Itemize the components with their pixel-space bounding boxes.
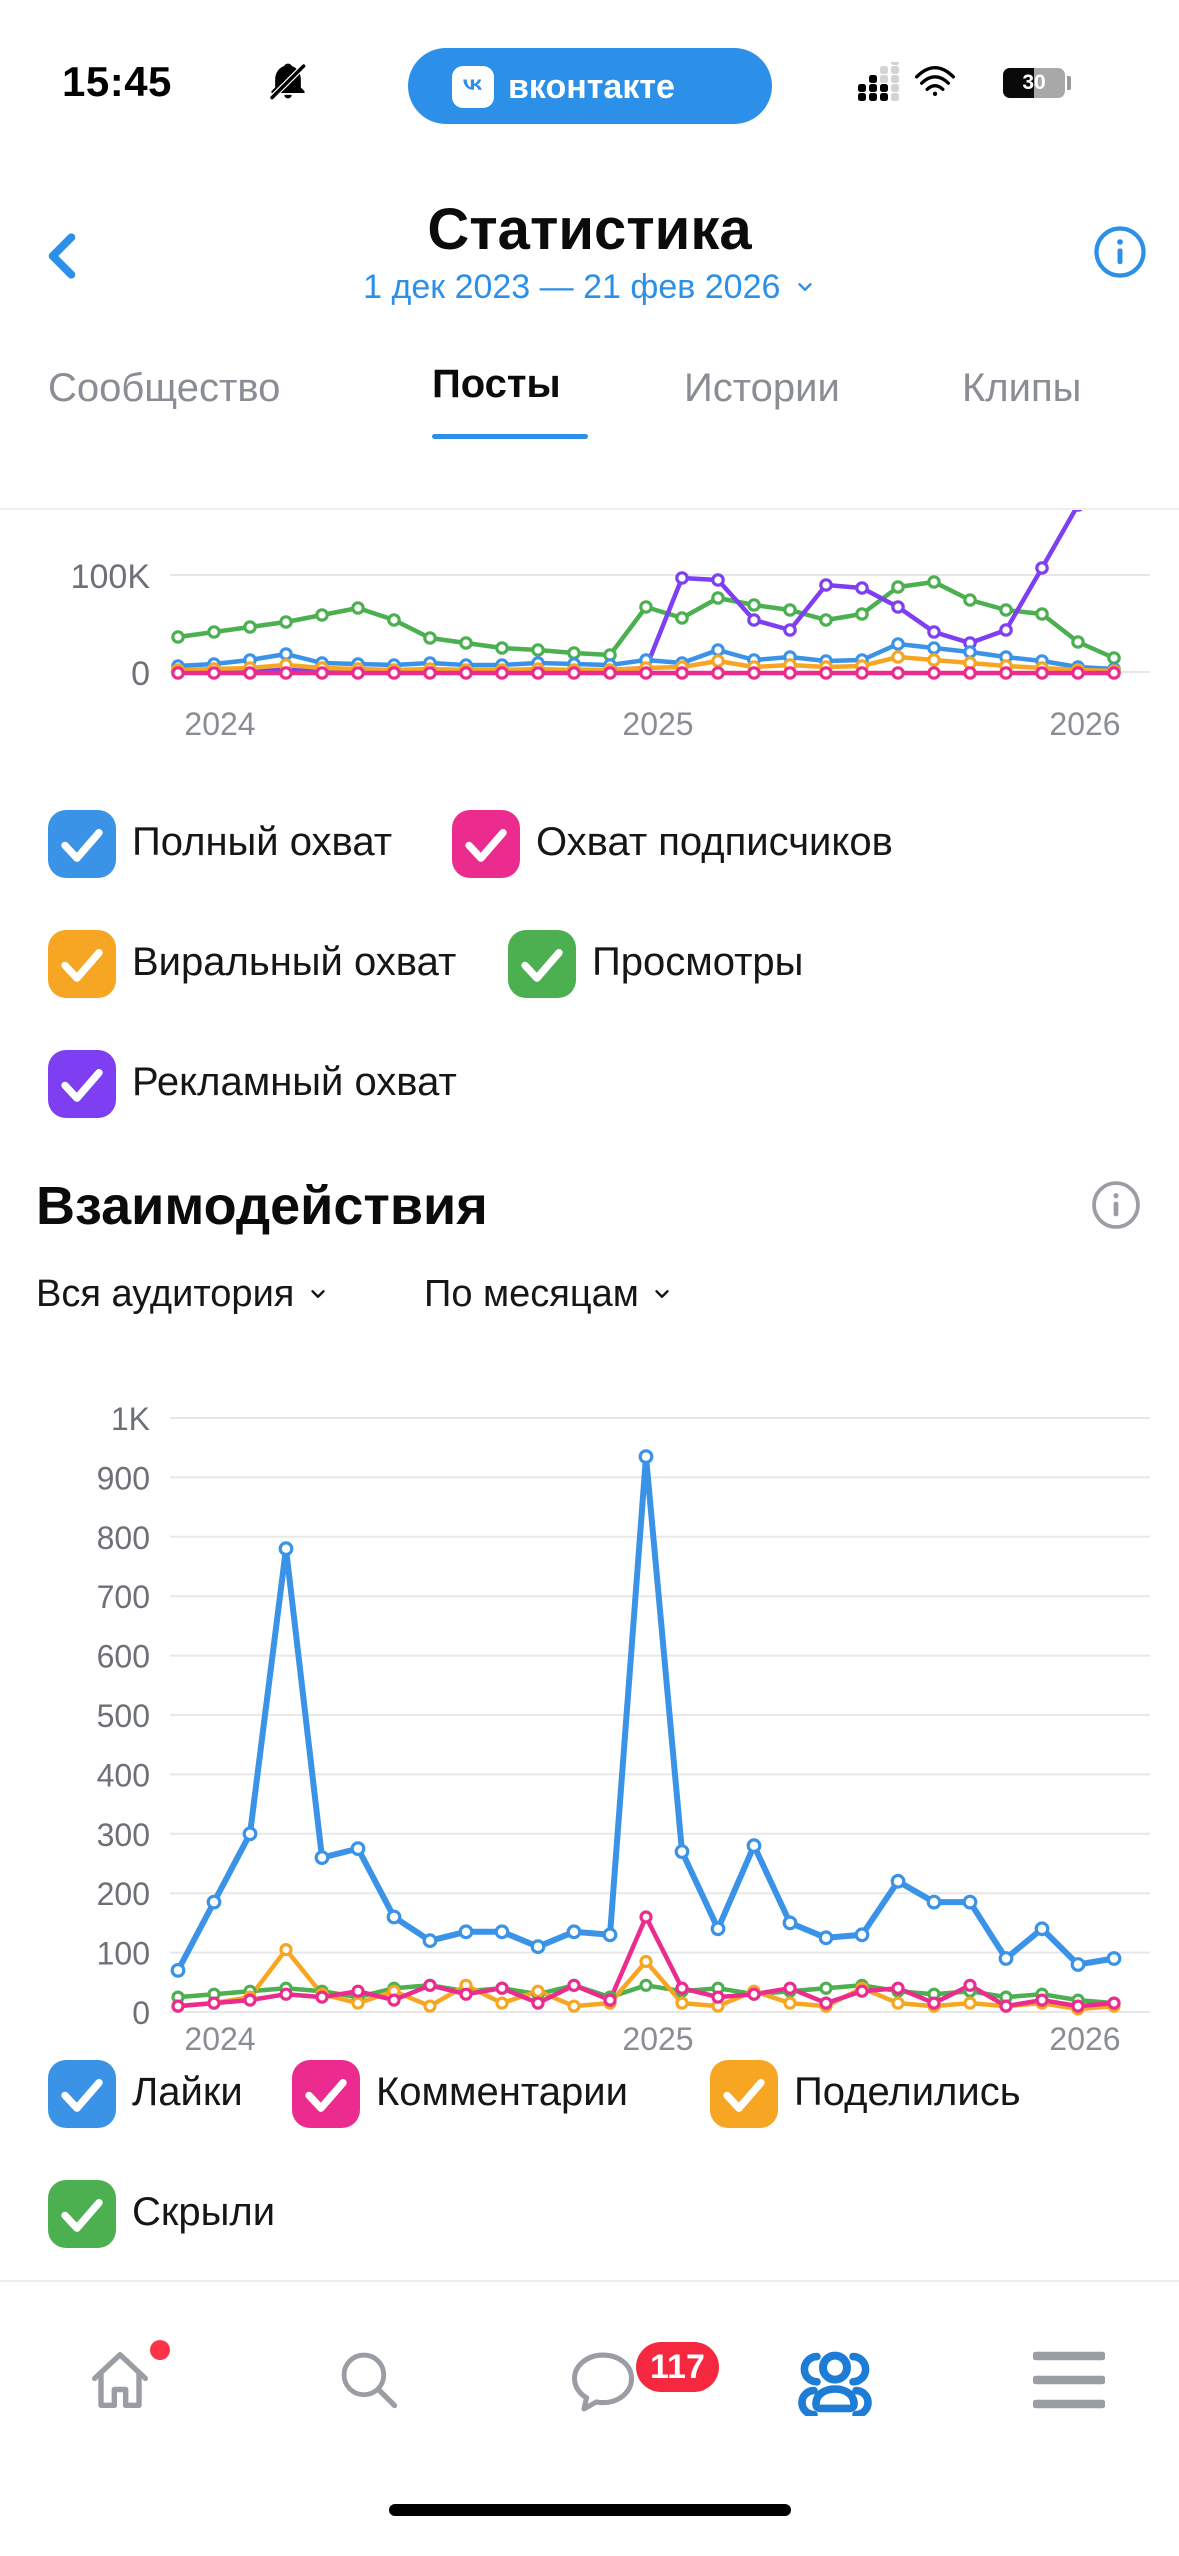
svg-text:0: 0	[132, 1995, 150, 2031]
svg-text:2025: 2025	[622, 706, 693, 742]
svg-text:400: 400	[97, 1757, 150, 1793]
svg-text:800: 800	[97, 1520, 150, 1556]
svg-text:300: 300	[97, 1817, 150, 1853]
svg-text:100K: 100K	[71, 558, 151, 596]
svg-text:900: 900	[97, 1460, 150, 1496]
svg-text:100: 100	[97, 1936, 150, 1972]
svg-text:0: 0	[131, 655, 150, 693]
svg-text:600: 600	[97, 1639, 150, 1675]
svg-text:500: 500	[97, 1698, 150, 1734]
svg-text:2024: 2024	[184, 706, 255, 742]
svg-text:200: 200	[97, 1876, 150, 1912]
svg-text:700: 700	[97, 1579, 150, 1615]
svg-text:2026: 2026	[1049, 706, 1120, 742]
svg-text:1K: 1K	[111, 1401, 150, 1437]
